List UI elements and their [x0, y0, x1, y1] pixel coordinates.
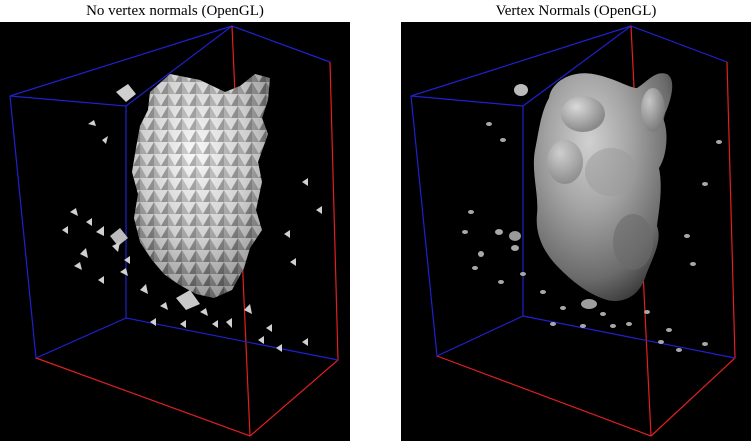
noise-fragments	[62, 120, 322, 352]
smooth-shaded-render-viewport[interactable]	[401, 22, 751, 441]
right-panel-caption: Vertex Normals (OpenGL)	[495, 3, 657, 19]
left-panel-caption: No vertex normals (OpenGL)	[86, 3, 264, 19]
isosurface-flat	[110, 74, 270, 310]
smooth-shaded-render	[410, 25, 736, 437]
noise-fragments	[462, 122, 722, 352]
isosurface-smooth	[509, 73, 673, 309]
flat-shaded-render-viewport[interactable]	[0, 22, 350, 441]
flat-shaded-render	[9, 25, 339, 437]
